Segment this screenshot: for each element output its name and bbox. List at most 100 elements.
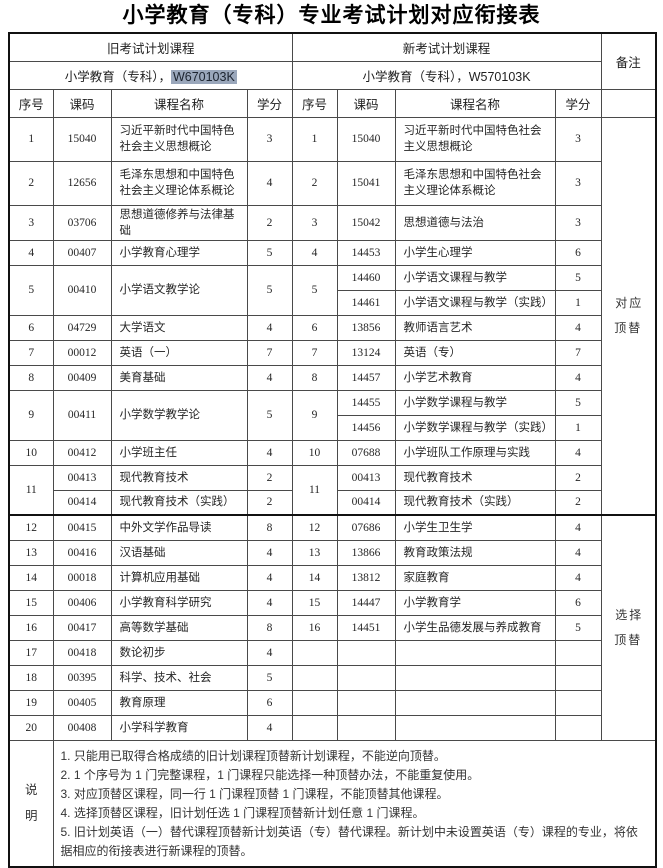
table-cell — [291, 689, 338, 716]
table-row: 7 00012 英语（一） 7 7 13124 英语（专） 7 — [8, 339, 656, 366]
table-cell: 现代教育技术 — [110, 464, 248, 491]
table-cell: 13812 — [336, 564, 396, 591]
remark-select-cell: 选择 顶替 — [600, 514, 657, 741]
table-cell — [336, 714, 396, 741]
table-cell: 4 — [8, 239, 54, 266]
table-row: 3 03706 思想道德修养与法律基础 2 3 15042 思想道德与法治 3 — [8, 204, 656, 241]
note-line: 1. 只能用已取得合格成绩的旧计划课程顶替新计划课程，不能逆向顶替。 — [60, 748, 446, 763]
table-cell: 数论初步 — [110, 639, 248, 666]
notes-content: 1. 只能用已取得合格成绩的旧计划课程顶替新计划课程，不能逆向顶替。 2. 1 个… — [52, 739, 657, 867]
table-cell: 14451 — [336, 614, 396, 641]
table-cell: 13 — [291, 539, 338, 566]
table-cell — [394, 689, 556, 716]
table-cell: 5 — [246, 389, 293, 441]
table-cell: 9 — [291, 389, 338, 441]
old-plan-code-selected: W670103K — [170, 69, 237, 84]
table-cell: 15040 — [52, 116, 112, 162]
table-cell: 14455 — [336, 389, 396, 416]
table-cell: 小学班主任 — [110, 439, 248, 466]
table-row: 13 00416 汉语基础 4 13 13866 教育政策法规 4 — [8, 539, 656, 566]
table-cell: 11 — [291, 464, 338, 516]
table-cell: 14457 — [336, 364, 396, 391]
table-cell: 00418 — [52, 639, 112, 666]
course-table-body: 1 15040 习近平新时代中国特色社会主义思想概论 3 1 15040 习近平新时代中国特… — [8, 116, 657, 741]
table-row: 20 00408 小学科学教育 4 — [8, 714, 656, 741]
table-cell: 5 — [8, 264, 54, 316]
table-cell: 美育基础 — [110, 364, 248, 391]
table-cell: 00395 — [52, 664, 112, 691]
table-cell: 5 — [554, 614, 602, 641]
table-cell: 小学语文课程与教学（实践） — [394, 289, 556, 316]
table-row: 17 00418 数论初步 4 — [8, 639, 656, 666]
table-cell: 6 — [554, 239, 602, 266]
table-cell: 小学语文教学论 — [110, 264, 248, 316]
table-cell: 习近平新时代中国特色社会主义思想概论 — [394, 116, 556, 162]
table-cell: 8 — [246, 614, 293, 641]
table-cell: 4 — [554, 564, 602, 591]
table-cell: 00407 — [52, 239, 112, 266]
table-cell: 小学班队工作原理与实践 — [394, 439, 556, 466]
table-cell: 12 — [8, 514, 54, 541]
table-cell: 3 — [554, 204, 602, 241]
table-cell: 14456 — [336, 414, 396, 441]
table-cell: 00417 — [52, 614, 112, 641]
table-cell: 计算机应用基础 — [110, 564, 248, 591]
table-cell: 04729 — [52, 314, 112, 341]
table-cell: 4 — [246, 439, 293, 466]
table-cell: 5 — [246, 264, 293, 316]
table-cell: 思想道德与法治 — [394, 204, 556, 241]
table-cell: 4 — [246, 714, 293, 741]
col-header-old-code: 课码 — [52, 88, 112, 118]
table-cell: 13 — [8, 539, 54, 566]
table-cell: 00012 — [52, 339, 112, 366]
table-cell: 7 — [246, 339, 293, 366]
table-cell: 小学数学教学论 — [110, 389, 248, 441]
table-cell: 12 — [291, 514, 338, 541]
table-cell: 4 — [554, 539, 602, 566]
table-cell: 教育政策法规 — [394, 539, 556, 566]
table-cell: 小学教育心理学 — [110, 239, 248, 266]
table-cell: 8 — [246, 514, 293, 541]
table-row: 15 00406 小学教育科学研究 4 15 14447 小学教育学 6 — [8, 589, 656, 616]
table-cell — [336, 664, 396, 691]
table-cell: 00406 — [52, 589, 112, 616]
note-line: 5. 旧计划英语（一）替代课程顶替新计划英语（专）替代课程。新计划中未设置英语（… — [60, 824, 638, 858]
table-cell — [336, 639, 396, 666]
page-title: 小学教育（专科）专业考试计划对应衔接表 — [122, 4, 541, 27]
table-cell: 2 — [246, 489, 293, 516]
note-line: 3. 对应顶替区课程，同一行 1 门课程顶替 1 门课程，不能顶替其他课程。 — [60, 786, 449, 801]
remark-correspond-cell: 对应 顶替 — [600, 116, 657, 516]
table-cell — [394, 714, 556, 741]
table-cell: 16 — [291, 614, 338, 641]
table-cell: 4 — [246, 364, 293, 391]
old-plan-subtitle: 小学教育（专科）， W670103K — [8, 60, 293, 90]
table-cell: 科学、技术、社会 — [110, 664, 248, 691]
table-cell: 习近平新时代中国特色社会主义思想概论 — [110, 116, 248, 162]
table-cell: 00414 — [336, 489, 396, 516]
table-cell: 13124 — [336, 339, 396, 366]
table-cell: 16 — [8, 614, 54, 641]
table-cell: 00408 — [52, 714, 112, 741]
table-cell: 2 — [246, 464, 293, 491]
table-cell: 00413 — [52, 464, 112, 491]
table-cell: 小学语文课程与教学 — [394, 264, 556, 291]
table-cell: 小学生品德发展与养成教育 — [394, 614, 556, 641]
table-row: 11 00413 现代教育技术 2 11 00413 现代教育技术 2 — [8, 464, 656, 516]
table-cell: 4 — [554, 364, 602, 391]
old-plan-subtitle-text: 小学教育（专科）， — [64, 69, 171, 84]
table-cell: 教师语言艺术 — [394, 314, 556, 341]
table-cell: 教育原理 — [110, 689, 248, 716]
table-cell: 00411 — [52, 389, 112, 441]
col-header-new-code: 课码 — [336, 88, 396, 118]
table-row: 12 00415 中外文学作品导读 8 12 07686 小学生卫生学 4 选择 顶替 — [8, 514, 657, 741]
table-cell: 20 — [8, 714, 54, 741]
table-cell: 8 — [291, 364, 338, 391]
table-cell: 11 — [8, 464, 54, 516]
table-cell: 3 — [8, 204, 54, 241]
table-cell: 00412 — [52, 439, 112, 466]
table-cell: 1 — [291, 116, 338, 162]
table-cell: 00018 — [52, 564, 112, 591]
table-cell: 2 — [554, 489, 602, 516]
table-row: 16 00417 高等数学基础 8 16 14451 小学生品德发展与养成教育 5 — [8, 614, 656, 641]
table-cell: 4 — [246, 589, 293, 616]
